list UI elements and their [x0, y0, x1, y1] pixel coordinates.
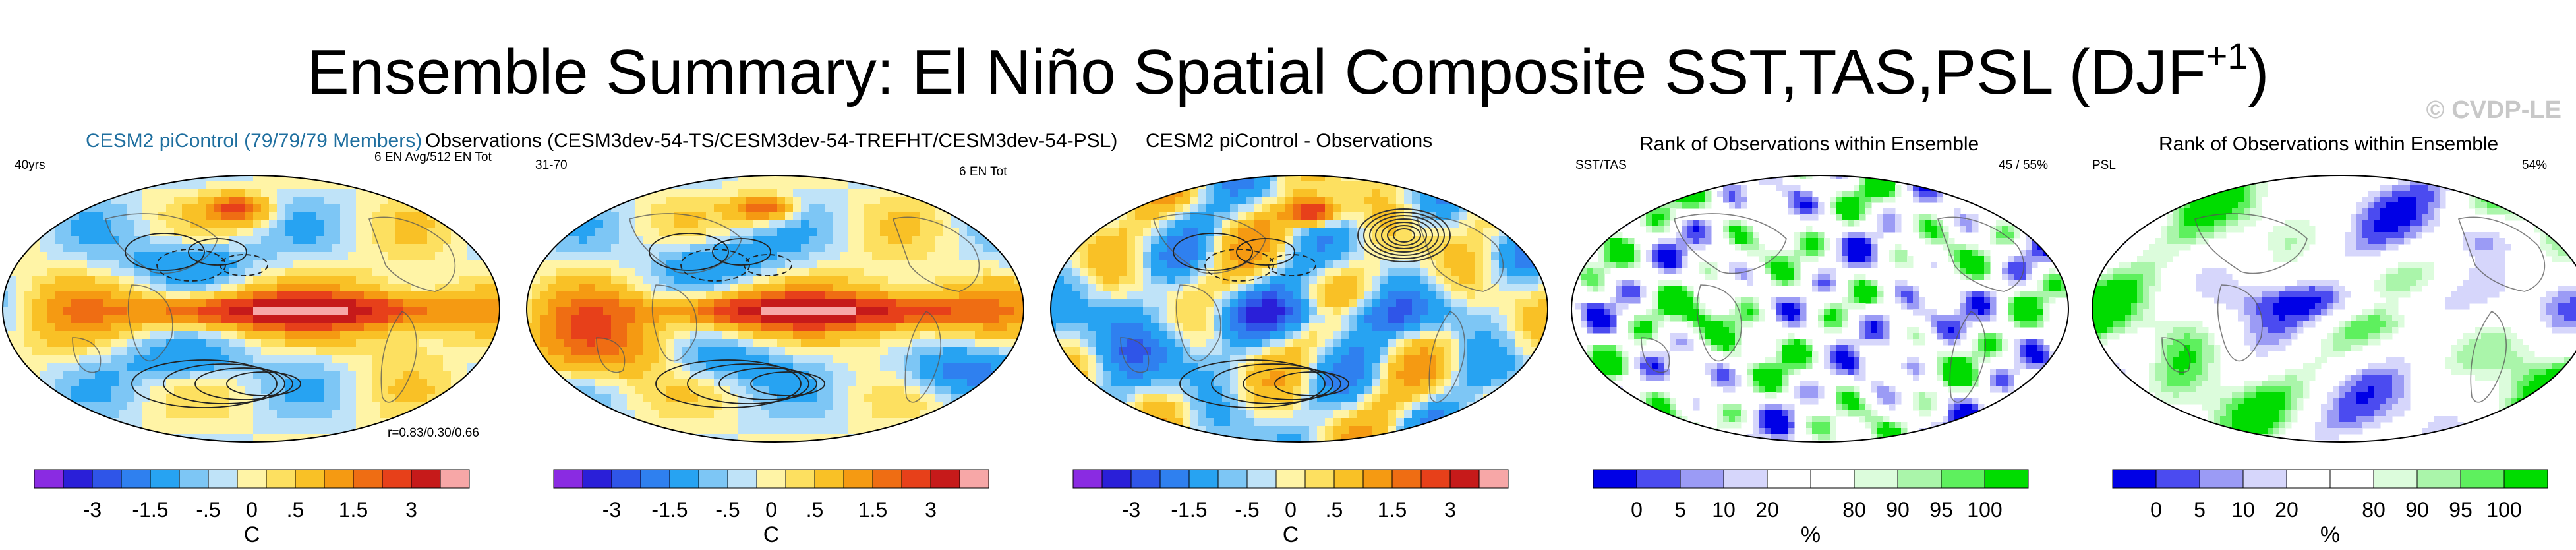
colorbar-tick-label: 0	[1631, 498, 1643, 522]
colorbar-tick-label: 20	[2275, 498, 2298, 522]
title-main: Ensemble Summary: El Niño Spatial Compos…	[307, 37, 2206, 107]
colorbar-tick-label: .5	[1326, 498, 1343, 522]
colorbar-tick-label: 5	[2194, 498, 2206, 522]
colorbar-5: 0 5 10 20 80 90 95 100%	[2112, 469, 2548, 547]
colorbar-tick-label: 100	[1967, 498, 2002, 522]
colorbar-unit: C	[244, 522, 260, 547]
colorbar-tick-label: 80	[1842, 498, 1866, 522]
panel1-header: CESM2 piControl (79/79/79 Members)	[86, 130, 423, 152]
panel5-map	[2092, 175, 2576, 443]
title-superscript: +1	[2206, 35, 2248, 76]
colorbar-1: -3 -1.5 -.5 0 .5 1.5 3 C	[34, 469, 470, 547]
panel1-bottom-note: r=0.83/0.30/0.66	[388, 426, 479, 440]
panel1-left-note: 40yrs	[15, 158, 45, 172]
colorbar-tick-label: -.5	[1235, 498, 1259, 522]
colorbar-tick-label: 10	[2231, 498, 2255, 522]
colorbar-tick-label: 20	[1755, 498, 1779, 522]
panel1-map	[2, 175, 500, 443]
colorbar-tick-label: 80	[2362, 498, 2386, 522]
panel4-map	[1571, 175, 2069, 443]
colorbar-tick-label: 1.5	[339, 498, 368, 522]
title-close: )	[2248, 37, 2269, 107]
colorbar-tick-label: 90	[1886, 498, 1910, 522]
colorbar-tick-label: -3	[1122, 498, 1140, 522]
colorbar-tick-label: -1.5	[1171, 498, 1207, 522]
colorbar-tick-label: .5	[287, 498, 305, 522]
colorbar-tick-label: 90	[2405, 498, 2429, 522]
panel4-left-note: SST/TAS	[1575, 158, 1627, 172]
panel3-header: CESM2 piControl - Observations	[1146, 130, 1433, 152]
colorbar-tick-label: 100	[2486, 498, 2521, 522]
panel4-header: Rank of Observations within Ensemble	[1639, 133, 1979, 155]
colorbar-tick-label: 3	[405, 498, 417, 522]
colorbar-2: -3 -1.5 -.5 0 .5 1.5 3 C	[553, 469, 989, 547]
panel2-header: Observations (CESM3dev-54-TS/CESM3dev-54…	[425, 130, 1118, 152]
colorbar-tick-label: 10	[1712, 498, 1736, 522]
colorbar-tick-label: -3	[602, 498, 621, 522]
colorbar-tick-label: -1.5	[132, 498, 168, 522]
panel3-map	[1050, 175, 1548, 443]
colorbar-tick-label: 0	[2150, 498, 2162, 522]
colorbar-tick-label: -.5	[196, 498, 220, 522]
colorbar-unit: %	[2320, 522, 2340, 547]
colorbar-tick-label: 95	[1929, 498, 1953, 522]
colorbar-unit: C	[763, 522, 780, 547]
panel2-left-note: 31-70	[535, 158, 568, 172]
page-title: Ensemble Summary: El Niño Spatial Compos…	[0, 20, 2576, 109]
colorbar-unit: %	[1801, 522, 1821, 547]
panel4-right-note: 45 / 55%	[1999, 158, 2048, 172]
colorbar-tick-label: 1.5	[858, 498, 887, 522]
colorbar-4: 0 5 10 20 80 90 95 100%	[1593, 469, 2029, 547]
colorbar-tick-label: 0	[1285, 498, 1297, 522]
colorbar-tick-label: 3	[925, 498, 937, 522]
colorbar-tick-label: 0	[246, 498, 258, 522]
colorbar-tick-label: 95	[2449, 498, 2473, 522]
colorbar-tick-label: .5	[806, 498, 824, 522]
panel5-header: Rank of Observations within Ensemble	[2159, 133, 2499, 155]
colorbar-3: -3 -1.5 -.5 0 .5 1.5 3 C	[1072, 469, 1509, 547]
colorbar-tick-label: 3	[1444, 498, 1456, 522]
panel2-right-note: 6 EN Tot	[959, 165, 1007, 179]
colorbar-tick-label: -.5	[715, 498, 740, 522]
colorbar-tick-label: 5	[1674, 498, 1686, 522]
panel2-map	[526, 175, 1024, 443]
watermark: © CVDP-LE	[2426, 96, 2561, 124]
colorbar-tick-label: -1.5	[651, 498, 688, 522]
panel5-right-note: 54%	[2522, 158, 2548, 172]
colorbar-tick-label: 0	[765, 498, 777, 522]
colorbar-tick-label: 1.5	[1378, 498, 1407, 522]
colorbar-unit: C	[1283, 522, 1299, 547]
colorbar-tick-label: -3	[83, 498, 102, 522]
panel5-left-note: PSL	[2092, 158, 2116, 172]
panel1-right-note: 6 EN Avg/512 EN Tot	[374, 150, 492, 164]
